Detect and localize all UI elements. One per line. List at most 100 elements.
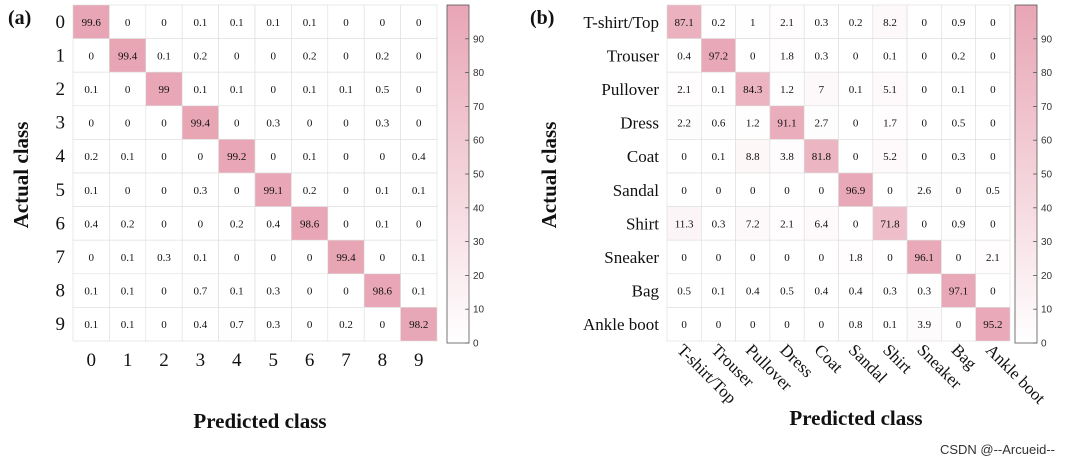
x-axis-title: Predicted class <box>193 409 326 433</box>
colorbar-tick-label: 50 <box>1041 170 1053 181</box>
heatmap-cell <box>941 307 977 342</box>
heatmap-cell <box>803 239 839 275</box>
cell-value-label: 0 <box>234 185 240 197</box>
cell-value-label: 1.2 <box>780 84 794 96</box>
cell-value-label: 0.5 <box>376 84 390 96</box>
heatmap-cell <box>327 38 365 73</box>
heatmap-cell <box>145 4 183 39</box>
cell-value-label: 0.5 <box>986 185 1000 197</box>
cell-value-label: 0.3 <box>266 286 280 298</box>
cell-value-label: 0 <box>853 151 859 163</box>
cell-value-label: 0 <box>161 151 167 163</box>
cell-value-label: 0 <box>198 218 204 230</box>
cell-value-label: 0 <box>307 252 313 264</box>
cell-value-label: 5.2 <box>883 151 897 163</box>
cell-value-label: 0.1 <box>230 17 244 29</box>
heatmap-cell <box>291 206 329 241</box>
heatmap-cell <box>327 239 365 275</box>
y-tick-label: Sneaker <box>604 248 659 267</box>
heatmap-cell <box>291 273 329 308</box>
cell-value-label: 0.2 <box>952 50 966 62</box>
cell-value-label: 6.4 <box>814 218 828 230</box>
heatmap-cell <box>254 139 292 174</box>
cell-value-label: 0.1 <box>883 50 897 62</box>
heatmap-cell <box>700 172 736 207</box>
heatmap-cell <box>735 307 771 342</box>
cell-value-label: 71.8 <box>880 218 900 230</box>
cell-value-label: 0 <box>956 252 962 264</box>
heatmap-cell <box>975 206 1011 241</box>
heatmap-cell <box>109 273 147 308</box>
colorbar-tick-label: 80 <box>473 68 485 79</box>
cell-value-label: 0 <box>956 319 962 331</box>
cell-value-label: 0.7 <box>230 319 244 331</box>
cell-value-label: 3.8 <box>780 151 794 163</box>
heatmap-cell <box>327 139 365 174</box>
heatmap-cell <box>838 307 874 342</box>
heatmap-cell <box>363 206 401 241</box>
cell-value-label: 0.3 <box>157 252 171 264</box>
cell-value-label: 0.1 <box>121 252 135 264</box>
cell-value-label: 0 <box>784 185 790 197</box>
heatmap-cell <box>145 139 183 174</box>
cell-value-label: 0 <box>784 252 790 264</box>
cell-value-label: 99.4 <box>118 50 138 62</box>
heatmap-cell <box>254 38 292 73</box>
heatmap-cell <box>109 38 147 73</box>
cell-value-label: 0 <box>270 50 276 62</box>
y-tick-label: Coat <box>627 147 659 166</box>
colorbar-tick-label: 10 <box>473 305 485 316</box>
cell-value-label: 5.1 <box>883 84 897 96</box>
heatmap-cell <box>218 139 256 174</box>
cell-value-label: 0 <box>234 118 240 130</box>
cell-value-label: 0.1 <box>194 84 208 96</box>
cell-value-label: 0.4 <box>746 286 760 298</box>
cell-value-label: 0 <box>234 50 240 62</box>
heatmap-cell <box>769 139 805 174</box>
heatmap-cell <box>803 307 839 342</box>
heatmap-cell <box>400 273 438 308</box>
heatmap-cell <box>363 139 401 174</box>
cell-value-label: 0.3 <box>917 286 931 298</box>
cell-value-label: 0.4 <box>814 286 828 298</box>
cell-value-label: 0 <box>380 151 386 163</box>
heatmap-cell <box>906 172 942 207</box>
cell-value-label: 0 <box>990 50 996 62</box>
heatmap-cell <box>291 38 329 73</box>
cell-value-label: 95.2 <box>983 319 1002 331</box>
colorbar-tick-label: 30 <box>1041 237 1053 248</box>
heatmap-cell <box>327 206 365 241</box>
cell-value-label: 0.1 <box>376 185 390 197</box>
y-tick-label: 2 <box>56 79 66 100</box>
cell-value-label: 0.5 <box>677 286 691 298</box>
cell-value-label: 91.1 <box>777 118 796 130</box>
heatmap-cell <box>941 105 977 140</box>
heatmap-cell <box>218 172 256 207</box>
cell-value-label: 0 <box>380 252 386 264</box>
colorbar-tick-label: 60 <box>1041 136 1053 147</box>
heatmap-cell <box>218 307 256 342</box>
heatmap-cell <box>666 105 702 140</box>
heatmap-cell <box>941 172 977 207</box>
cell-value-label: 0.4 <box>194 319 208 331</box>
cell-value-label: 1.7 <box>883 118 897 130</box>
cell-value-label: 99 <box>159 84 171 96</box>
cell-value-label: 1.8 <box>849 252 863 264</box>
heatmap-cell <box>109 307 147 342</box>
heatmap-cell <box>363 38 401 73</box>
y-tick-label: 1 <box>56 45 66 66</box>
heatmap-cell <box>327 273 365 308</box>
heatmap-cell <box>72 71 110 107</box>
heatmap-cell <box>872 4 908 39</box>
cell-value-label: 0 <box>416 118 422 130</box>
cell-value-label: 0 <box>270 84 276 96</box>
x-tick-label: Coat <box>811 340 847 376</box>
cell-value-label: 0 <box>990 151 996 163</box>
y-tick-label: Ankle boot <box>583 315 659 334</box>
cell-value-label: 0 <box>343 185 349 197</box>
cell-value-label: 0 <box>416 17 422 29</box>
heatmap-cell <box>941 38 977 73</box>
x-tick-label: 2 <box>159 350 169 371</box>
cell-value-label: 0.1 <box>194 17 208 29</box>
cell-value-label: 2.1 <box>677 84 691 96</box>
